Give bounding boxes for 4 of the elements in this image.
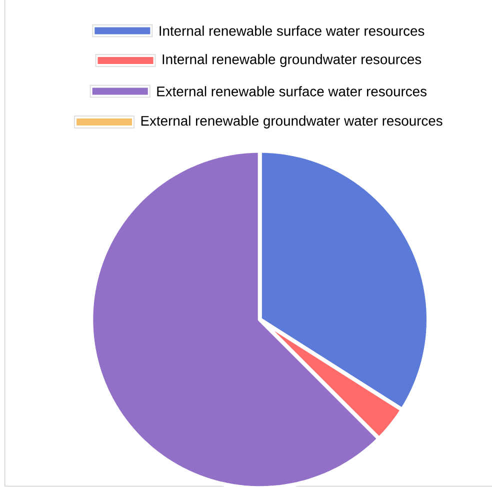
legend-label: External renewable groundwater water resources xyxy=(141,115,442,128)
legend-label: External renewable surface water resources xyxy=(157,86,427,96)
legend-label: Internal renewable surface water resources xyxy=(160,26,424,36)
legend-label: Internal renewable groundwater resources xyxy=(162,54,422,67)
